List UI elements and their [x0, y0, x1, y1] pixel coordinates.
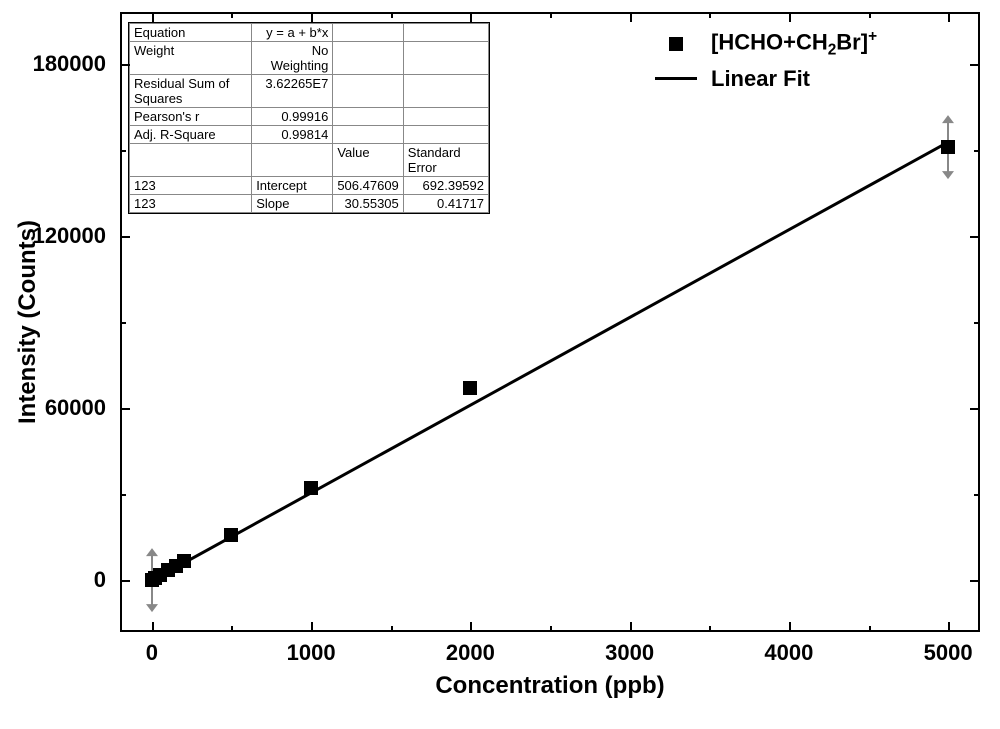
x-tick	[789, 622, 791, 632]
x-tick-label: 2000	[446, 640, 495, 666]
x-tick-label: 5000	[924, 640, 973, 666]
figure: Intensity (Counts) Concentration (ppb) […	[0, 0, 1000, 729]
stats-header	[130, 144, 252, 177]
x-tick-label: 1000	[287, 640, 336, 666]
x-tick-label: 0	[146, 640, 158, 666]
stats-header	[252, 144, 333, 177]
stats-value: 3.62265E7	[252, 75, 333, 108]
legend: [HCHO+CH2Br]+ Linear Fit	[655, 28, 877, 98]
stats-header: Standard Error	[403, 144, 488, 177]
y-tick-label: 120000	[26, 223, 106, 249]
y-tick	[120, 236, 130, 238]
y-minor-tick	[974, 150, 980, 152]
stats-series-name: 123	[130, 177, 252, 195]
y-minor-tick	[120, 150, 126, 152]
stats-value: 0.99814	[252, 126, 333, 144]
stats-param: Slope	[252, 195, 333, 213]
stats-key: Equation	[130, 24, 252, 42]
stats-key: Adj. R-Square	[130, 126, 252, 144]
x-tick	[948, 12, 950, 22]
y-tick-label: 0	[26, 567, 106, 593]
y-axis-label: Intensity (Counts)	[14, 220, 42, 424]
x-tick	[311, 12, 313, 22]
y-minor-tick	[974, 322, 980, 324]
x-tick	[630, 622, 632, 632]
legend-entry: Linear Fit	[655, 66, 877, 92]
x-tick	[470, 622, 472, 632]
x-minor-tick	[231, 12, 233, 18]
x-minor-tick	[231, 626, 233, 632]
fit-stats-table: Equationy = a + b*xWeightNo WeightingRes…	[128, 22, 490, 214]
x-axis-label: Concentration (ppb)	[435, 672, 664, 700]
legend-label: [HCHO+CH2Br]+	[711, 28, 877, 60]
x-tick	[630, 12, 632, 22]
stats-header: Value	[333, 144, 403, 177]
y-tick	[970, 408, 980, 410]
legend-line-icon	[655, 77, 697, 80]
x-minor-tick	[869, 626, 871, 632]
stats-value: y = a + b*x	[252, 24, 333, 42]
data-point-marker	[304, 481, 318, 495]
legend-label: Linear Fit	[711, 66, 810, 92]
stats-key: Pearson's r	[130, 108, 252, 126]
x-tick	[311, 622, 313, 632]
x-tick	[948, 622, 950, 632]
x-tick-label: 3000	[605, 640, 654, 666]
y-minor-tick	[974, 494, 980, 496]
stats-param: Intercept	[252, 177, 333, 195]
x-minor-tick	[709, 626, 711, 632]
x-minor-tick	[550, 626, 552, 632]
y-tick-label: 60000	[26, 395, 106, 421]
stats-key: Weight	[130, 42, 252, 75]
y-tick	[970, 236, 980, 238]
x-minor-tick	[391, 12, 393, 18]
stats-value: No Weighting	[252, 42, 333, 75]
x-tick-label: 4000	[764, 640, 813, 666]
y-tick-label: 180000	[26, 51, 106, 77]
stats-param-value: 30.55305	[333, 195, 403, 213]
stats-param-stderr: 692.39592	[403, 177, 488, 195]
x-minor-tick	[550, 12, 552, 18]
stats-value: 0.99916	[252, 108, 333, 126]
y-tick	[120, 580, 130, 582]
data-point-marker	[224, 528, 238, 542]
x-tick	[152, 12, 154, 22]
y-tick	[120, 64, 130, 66]
y-minor-tick	[120, 494, 126, 496]
data-point-marker	[177, 554, 191, 568]
x-tick	[470, 12, 472, 22]
y-tick	[970, 64, 980, 66]
data-point-marker	[463, 381, 477, 395]
x-minor-tick	[709, 12, 711, 18]
stats-param-value: 506.47609	[333, 177, 403, 195]
y-minor-tick	[120, 322, 126, 324]
data-point-marker	[941, 140, 955, 154]
x-tick	[152, 622, 154, 632]
x-tick	[789, 12, 791, 22]
stats-key: Residual Sum of Squares	[130, 75, 252, 108]
stats-series-name: 123	[130, 195, 252, 213]
x-minor-tick	[391, 626, 393, 632]
legend-entry: [HCHO+CH2Br]+	[655, 28, 877, 60]
legend-marker-icon	[669, 37, 683, 51]
x-minor-tick	[869, 12, 871, 18]
y-tick	[120, 408, 130, 410]
stats-param-stderr: 0.41717	[403, 195, 488, 213]
y-tick	[970, 580, 980, 582]
